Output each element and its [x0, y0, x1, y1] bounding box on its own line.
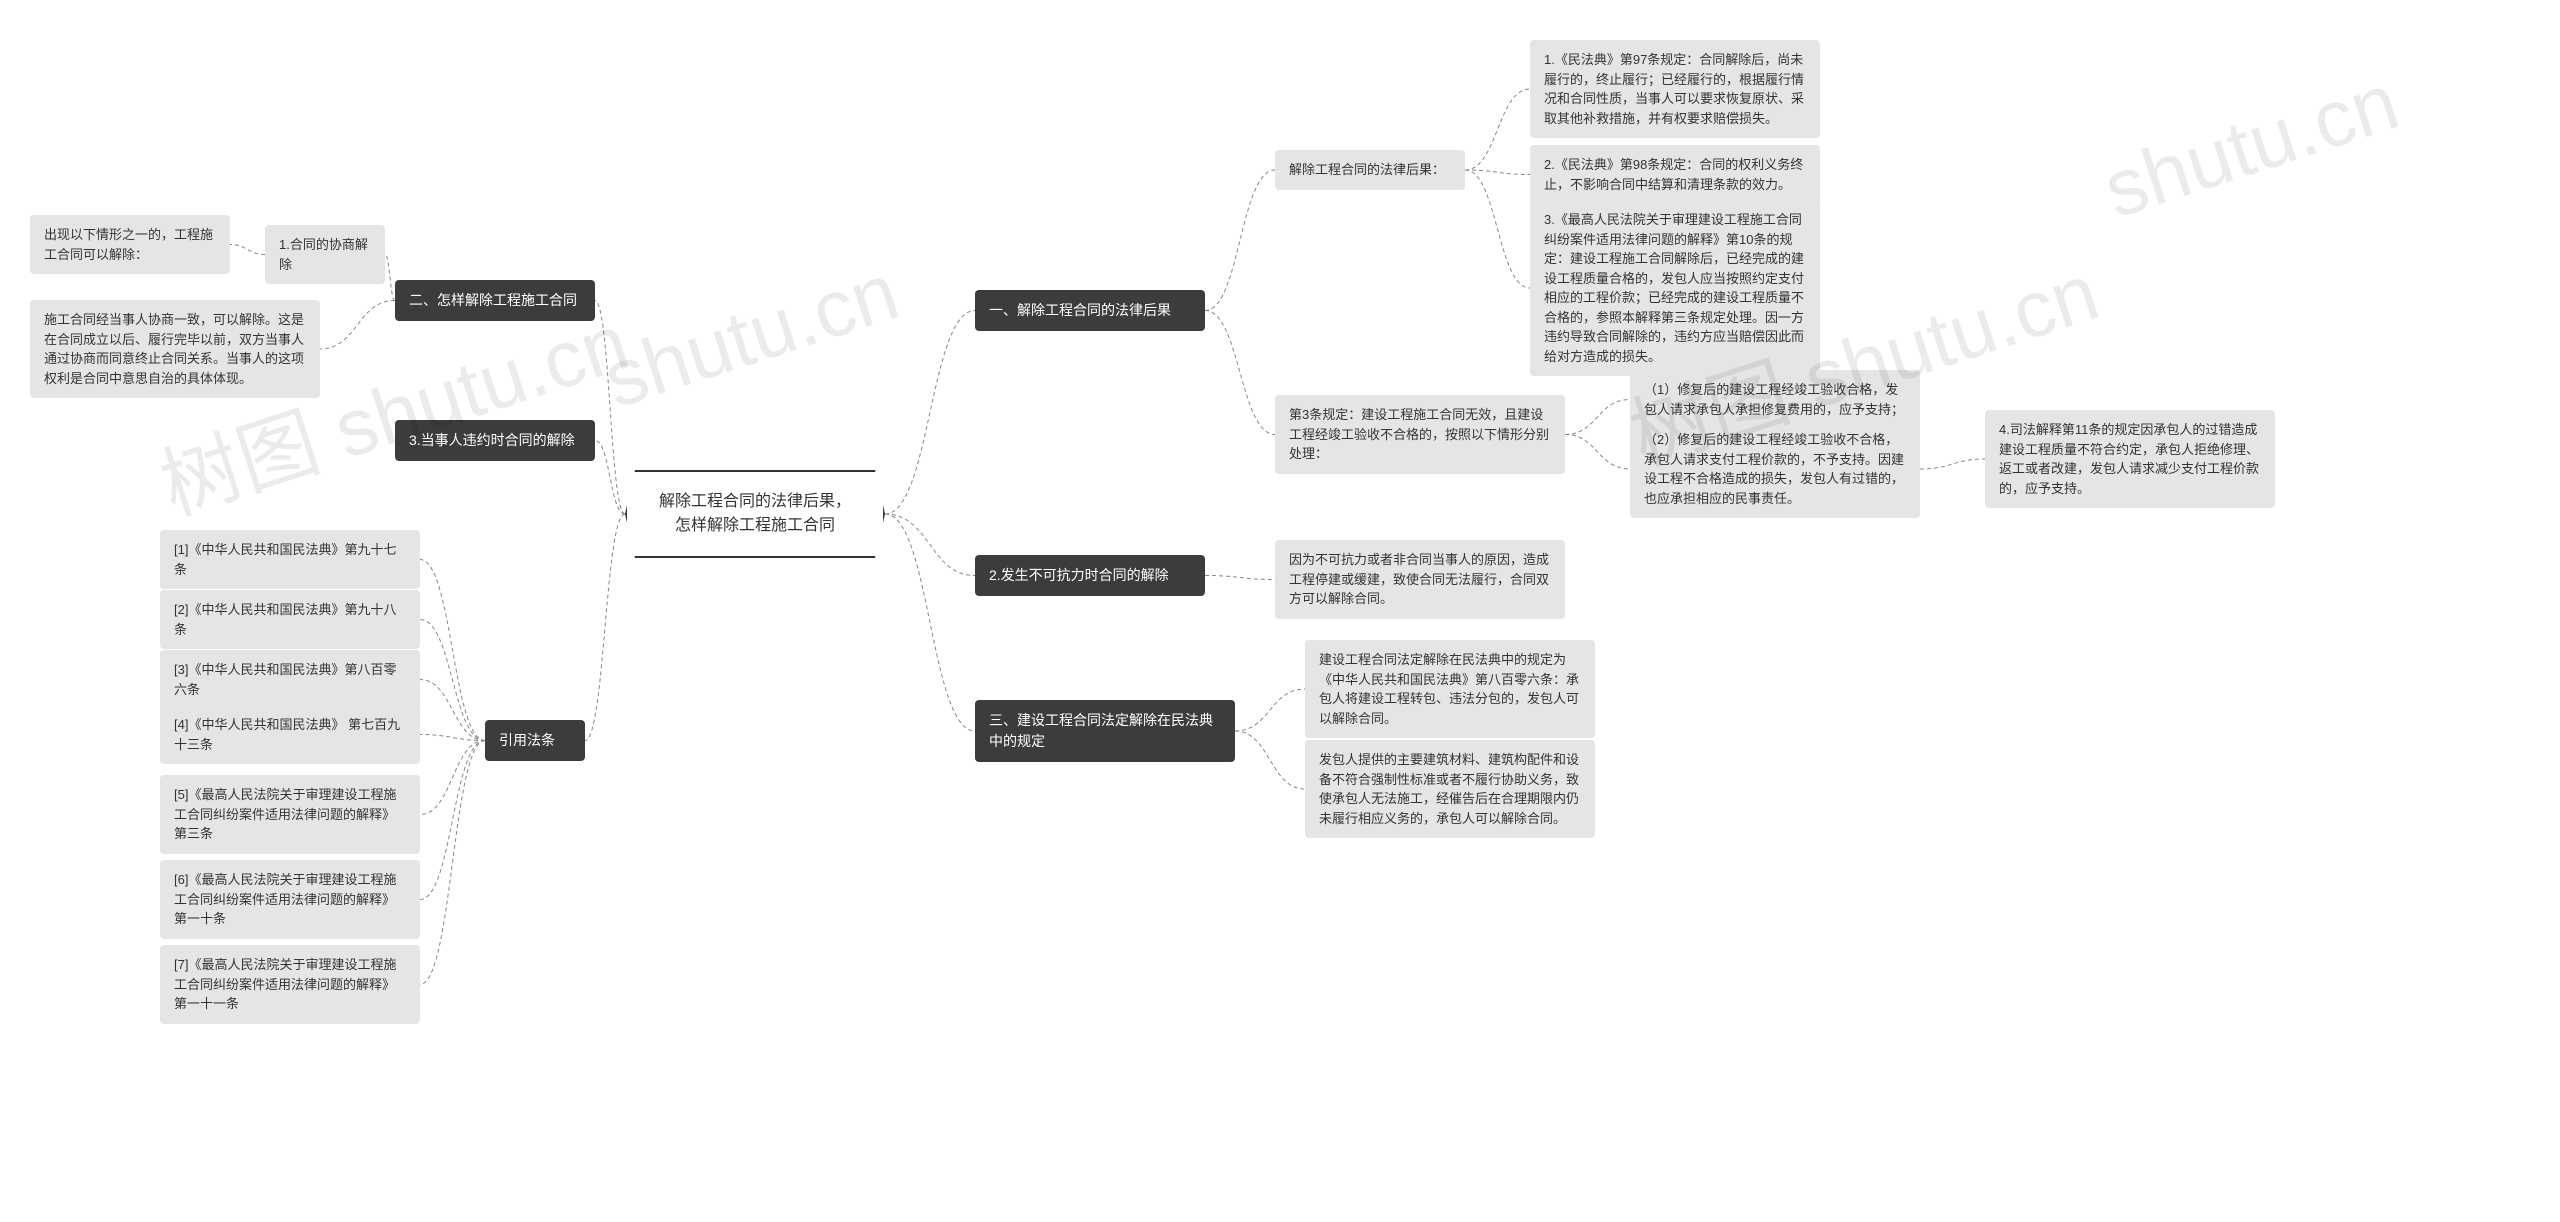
- connector: [420, 680, 485, 741]
- connector: [885, 514, 975, 576]
- watermark: shutu.cn: [2093, 56, 2409, 237]
- mindmap-node-r3a: 建设工程合同法定解除在民法典中的规定为《中华人民共和国民法典》第八百零六条：承包…: [1305, 640, 1595, 738]
- connector: [595, 441, 625, 515]
- mindmap-node-l1a1: 出现以下情形之一的，工程施工合同可以解除：: [30, 215, 230, 274]
- mindmap-node-l3d: [4]《中华人民共和国民法典》 第七百九十三条: [160, 705, 420, 764]
- connector: [420, 560, 485, 741]
- connector: [1565, 435, 1630, 470]
- mindmap-node-l2: 3.当事人违约时合同的解除: [395, 420, 595, 461]
- mindmap-node-r2a: 因为不可抗力或者非合同当事人的原因，造成工程停建或缓建，致使合同无法履行，合同双…: [1275, 540, 1565, 619]
- connector: [420, 735, 485, 741]
- mindmap-node-r1b3: 4.司法解释第11条的规定因承包人的过错造成建设工程质量不符合约定，承包人拒绝修…: [1985, 410, 2275, 508]
- connector: [320, 301, 395, 350]
- mindmap-node-r2: 2.发生不可抗力时合同的解除: [975, 555, 1205, 596]
- connector: [1465, 89, 1530, 170]
- connector: [885, 311, 975, 515]
- connector: [230, 245, 265, 255]
- mindmap-node-l1: 二、怎样解除工程施工合同: [395, 280, 595, 321]
- mindmap-node-r1: 一、解除工程合同的法律后果: [975, 290, 1205, 331]
- connector: [420, 741, 485, 900]
- mindmap-node-l3e: [5]《最高人民法院关于审理建设工程施工合同纠纷案件适用法律问题的解释》 第三条: [160, 775, 420, 854]
- mindmap-node-r3b: 发包人提供的主要建筑材料、建筑构配件和设备不符合强制性标准或者不履行协助义务，致…: [1305, 740, 1595, 838]
- connector: [1565, 400, 1630, 435]
- connector: [420, 741, 485, 815]
- mindmap-node-r1a2: 2.《民法典》第98条规定：合同的权利义务终止，不影响合同中结算和清理条款的效力…: [1530, 145, 1820, 204]
- watermark: shutu.cn: [593, 246, 909, 427]
- connector: [585, 514, 625, 741]
- connector: [385, 255, 395, 301]
- mindmap-node-r3: 三、建设工程合同法定解除在民法典中的规定: [975, 700, 1235, 762]
- connector: [420, 620, 485, 741]
- connector: [1235, 689, 1305, 731]
- mindmap-node-l3a: [1]《中华人民共和国民法典》第九十七条: [160, 530, 420, 589]
- mindmap-node-l1b: 施工合同经当事人协商一致，可以解除。这是在合同成立以后、履行完毕以前，双方当事人…: [30, 300, 320, 398]
- connector: [1920, 459, 1985, 469]
- connector: [1235, 731, 1305, 789]
- connector: [1205, 576, 1275, 580]
- mindmap-node-l3c: [3]《中华人民共和国民法典》第八百零六条: [160, 650, 420, 709]
- connector: [885, 514, 975, 731]
- mindmap-node-r1a3: 3.《最高人民法院关于审理建设工程施工合同纠纷案件适用法律问题的解释》第10条的…: [1530, 200, 1820, 376]
- connector: [595, 301, 625, 515]
- mindmap-node-l3: 引用法条: [485, 720, 585, 761]
- connector: [1465, 170, 1530, 288]
- connector: [1465, 170, 1530, 175]
- mindmap-node-l3b: [2]《中华人民共和国民法典》第九十八条: [160, 590, 420, 649]
- mindmap-node-r1a1: 1.《民法典》第97条规定：合同解除后，尚未履行的，终止履行；已经履行的，根据履…: [1530, 40, 1820, 138]
- mindmap-node-l1a: 1.合同的协商解除: [265, 225, 385, 284]
- mindmap-node-r1a: 解除工程合同的法律后果：: [1275, 150, 1465, 190]
- mindmap-node-r1b: 第3条规定：建设工程施工合同无效，且建设工程经竣工验收不合格的，按照以下情形分别…: [1275, 395, 1565, 474]
- mindmap-node-l3g: [7]《最高人民法院关于审理建设工程施工合同纠纷案件适用法律问题的解释》 第一十…: [160, 945, 420, 1024]
- mindmap-node-r1b2: （2）修复后的建设工程经竣工验收不合格，承包人请求支付工程价款的，不予支持。因建…: [1630, 420, 1920, 518]
- mindmap-node-l3f: [6]《最高人民法院关于审理建设工程施工合同纠纷案件适用法律问题的解释》 第一十…: [160, 860, 420, 939]
- connector: [1205, 170, 1275, 311]
- connector: [1205, 311, 1275, 435]
- mindmap-root: 解除工程合同的法律后果，怎样解除工程施工合同: [625, 470, 885, 558]
- connector: [420, 741, 485, 985]
